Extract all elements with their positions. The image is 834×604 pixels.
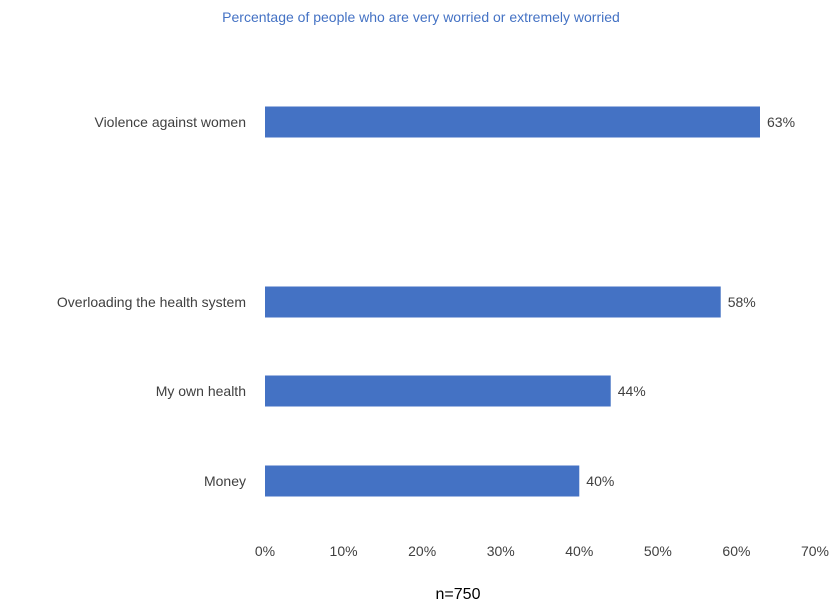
category-label: Violence against women <box>94 114 246 130</box>
x-tick-label: 30% <box>487 543 515 559</box>
data-label: 63% <box>767 114 795 130</box>
x-tick-label: 60% <box>722 543 750 559</box>
x-tick-label: 0% <box>255 543 275 559</box>
bar <box>265 465 580 497</box>
x-axis-ticks: 0% 10% 20% 30% 40% 50% 60% 70% <box>255 543 829 559</box>
x-tick-label: 50% <box>644 543 672 559</box>
x-tick-label: 20% <box>408 543 436 559</box>
bars-layer: Violence against women 63% Overloading the… <box>57 106 795 497</box>
data-label: 44% <box>618 383 646 399</box>
x-tick-label: 10% <box>330 543 358 559</box>
data-label: 40% <box>586 473 614 489</box>
sample-size-note: n=750 <box>436 586 481 603</box>
bar <box>265 375 611 407</box>
data-label: 58% <box>728 294 756 310</box>
bar <box>265 286 721 318</box>
category-label: Overloading the health system <box>57 294 246 310</box>
category-label: My own health <box>156 383 246 399</box>
category-label: Money <box>204 473 246 489</box>
x-tick-label: 70% <box>801 543 829 559</box>
x-tick-label: 40% <box>565 543 593 559</box>
bar <box>265 106 760 138</box>
chart-title: Percentage of people who are very worrie… <box>222 9 620 25</box>
